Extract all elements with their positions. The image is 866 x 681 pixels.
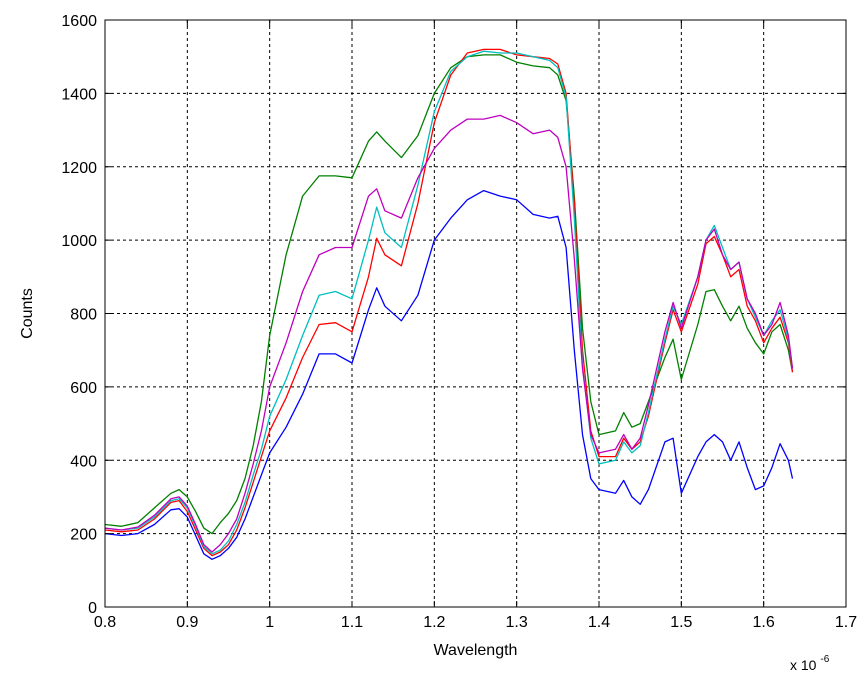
x-tick-label: 0.8	[94, 614, 116, 631]
y-tick-label: 1600	[61, 13, 97, 30]
y-tick-label: 200	[70, 527, 97, 544]
series-line-2	[104, 189, 794, 560]
y-tick-label: 600	[70, 380, 97, 397]
x-axis-multiplier-base: x 10	[790, 657, 817, 673]
series-line-5	[104, 114, 794, 553]
x-tick-label: 1.4	[588, 614, 610, 631]
x-axis-multiplier-exponent: -6	[820, 654, 829, 665]
y-tick-label: 1200	[61, 160, 97, 177]
series-line-3	[104, 48, 794, 557]
y-tick-label: 0	[88, 600, 97, 617]
y-tick-label: 400	[70, 453, 97, 470]
x-tick-label: 1.1	[341, 614, 363, 631]
axis-ticks: 0.8 0.9 1 1.1 1.2 1.3 1.4 1.5 1.6 1.7 0 200 400 600 80…	[61, 13, 857, 631]
series-line-1	[104, 54, 794, 535]
x-tick-label: 1.2	[423, 614, 445, 631]
y-tick-label: 1000	[61, 233, 97, 250]
y-tick-label: 1400	[61, 86, 97, 103]
x-tick-label: 1.6	[753, 614, 775, 631]
y-axis-label: Counts	[19, 288, 36, 339]
y-tick-label: 800	[70, 307, 97, 324]
series-line-4	[104, 50, 794, 555]
x-axis-multiplier: x 10 -6	[790, 654, 830, 673]
x-axis-label: Wavelength	[434, 642, 518, 659]
series-lines	[104, 48, 794, 560]
x-tick-label: 1	[265, 614, 274, 631]
x-tick-label: 1.3	[506, 614, 528, 631]
x-tick-label: 0.9	[176, 614, 198, 631]
x-tick-label: 1.7	[835, 614, 857, 631]
grid-lines	[105, 20, 846, 607]
x-tick-label: 1.5	[670, 614, 692, 631]
